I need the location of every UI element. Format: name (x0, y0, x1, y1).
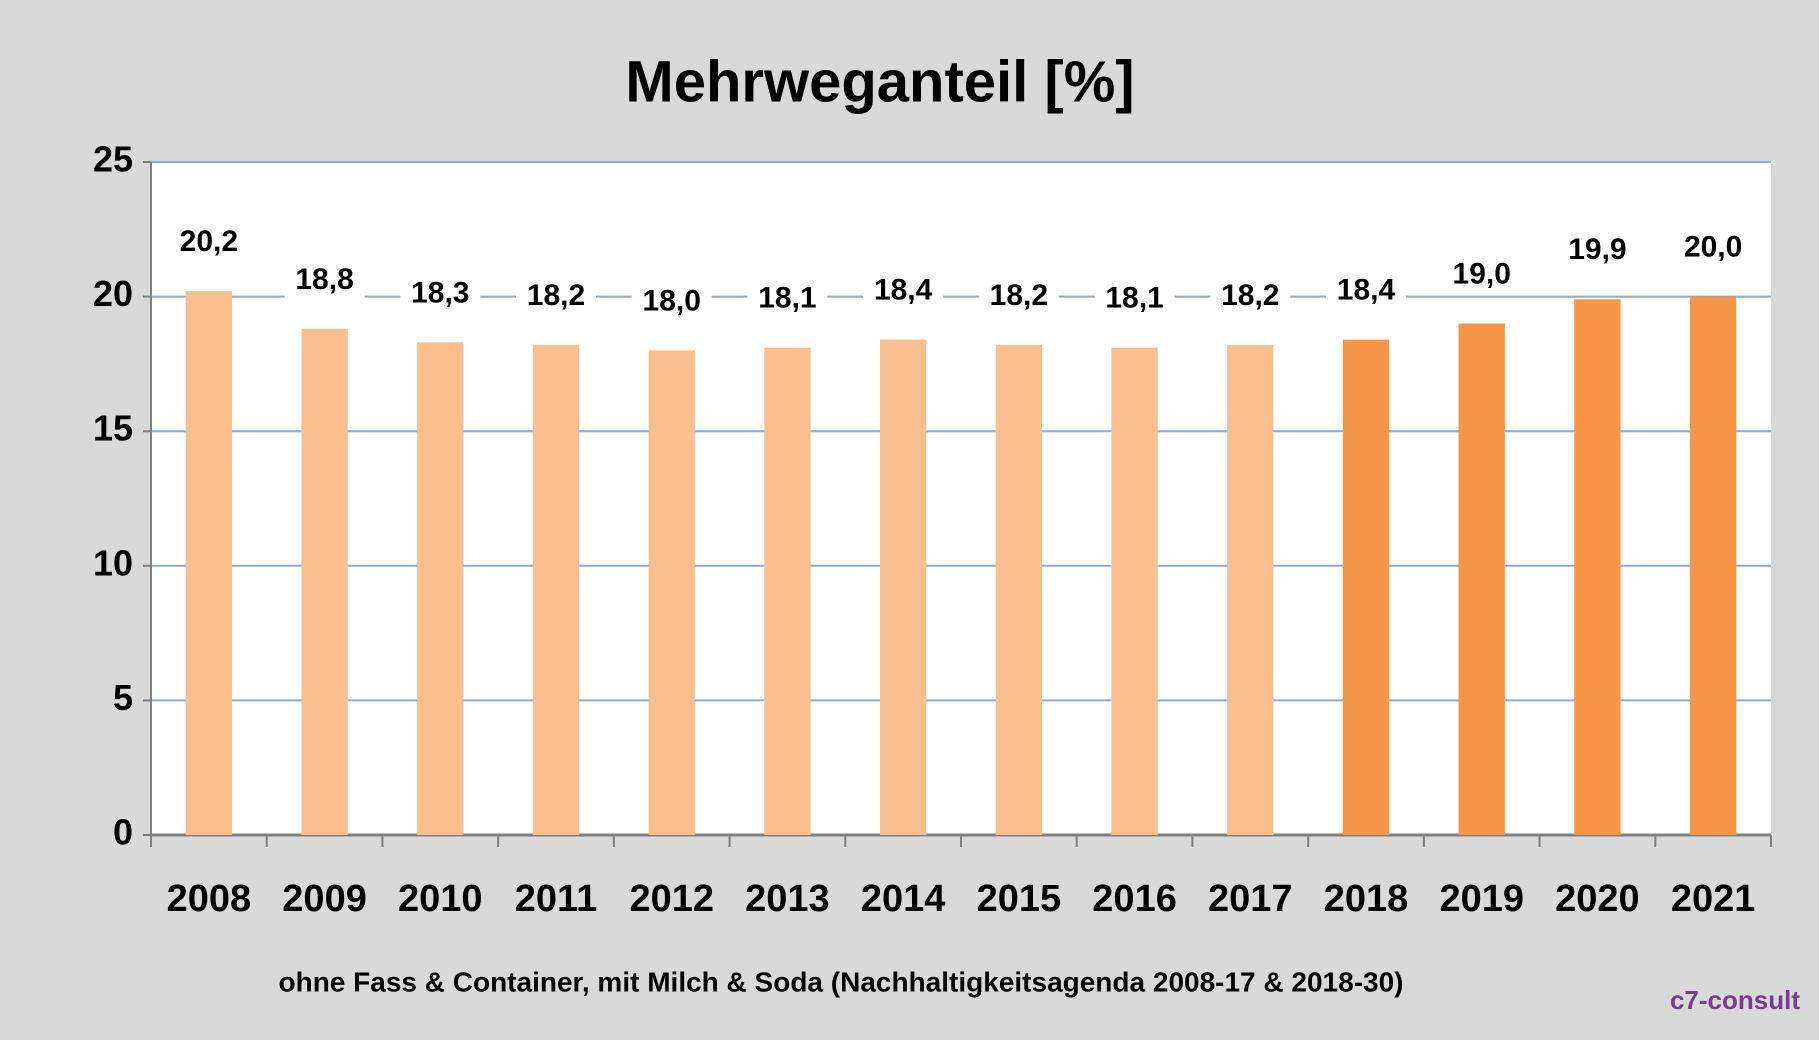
y-tick-label: 25 (93, 139, 133, 180)
x-tick-label: 2019 (1439, 878, 1524, 920)
value-label-bg (1326, 271, 1406, 312)
bar (532, 345, 580, 835)
value-label: 19,0 (1453, 257, 1511, 290)
value-label-bg (747, 279, 828, 320)
bar (1111, 347, 1158, 835)
x-tick-label: 2008 (167, 878, 252, 920)
value-label-bg (1441, 255, 1522, 296)
value-label: 18,2 (527, 279, 585, 312)
value-label: 18,0 (643, 284, 701, 317)
y-tick-label: 10 (93, 542, 133, 583)
value-label-bg (631, 282, 712, 323)
value-label-bg (1673, 228, 1754, 269)
bar (764, 347, 811, 835)
chart-title: Mehrweganteil [%] (625, 49, 1134, 114)
x-tick-label: 2015 (977, 878, 1062, 920)
bar (1458, 323, 1505, 835)
x-tick-label: 2018 (1324, 878, 1409, 920)
value-label-bg (1094, 279, 1175, 320)
x-tick-label: 2020 (1555, 878, 1640, 920)
value-label-bg (400, 274, 481, 315)
bar (301, 328, 348, 835)
value-label: 18,1 (1105, 282, 1163, 315)
x-tick-label: 2017 (1208, 878, 1293, 920)
value-label: 18,4 (874, 274, 933, 307)
bar (1227, 345, 1274, 835)
bar (417, 342, 464, 835)
x-tick-label: 2014 (861, 878, 946, 920)
value-label: 18,1 (758, 282, 816, 315)
value-label: 18,2 (1221, 279, 1279, 312)
value-label: 18,2 (990, 279, 1048, 312)
footnote: ohne Fass & Container, mit Milch & Soda … (278, 966, 1403, 997)
value-label: 18,3 (411, 276, 469, 309)
value-label-bg (284, 260, 365, 301)
x-tick-label: 2016 (1092, 878, 1177, 920)
bar (1574, 299, 1621, 835)
y-tick-label: 20 (93, 273, 133, 314)
bar (880, 339, 927, 835)
y-tick-label: 0 (113, 812, 133, 853)
value-label: 19,9 (1568, 233, 1626, 266)
x-tick-label: 2013 (745, 878, 830, 920)
bar (648, 350, 695, 835)
value-label-bg (1210, 277, 1291, 318)
bar (185, 291, 232, 835)
y-tick-label: 5 (113, 677, 133, 718)
bar (1342, 339, 1390, 835)
logo: c7-consult (1670, 985, 1800, 1015)
x-tick-label: 2010 (398, 878, 483, 920)
bar (1690, 296, 1737, 836)
value-label: 20,2 (180, 225, 238, 258)
x-tick-label: 2009 (282, 878, 367, 920)
x-tick-label: 2011 (515, 878, 597, 920)
bar (995, 345, 1042, 835)
value-label-bg (863, 271, 944, 312)
value-label-bg (168, 223, 249, 264)
value-label-bg (516, 277, 596, 318)
plot-area (151, 162, 1771, 835)
x-tick-label: 2012 (629, 878, 714, 920)
value-label-bg (978, 277, 1059, 318)
y-tick-label: 15 (93, 408, 133, 449)
value-label: 18,4 (1337, 274, 1396, 307)
value-label: 20,0 (1684, 231, 1742, 264)
value-label: 18,8 (295, 263, 353, 296)
x-tick-label: 2021 (1671, 878, 1756, 920)
value-label-bg (1557, 231, 1638, 272)
